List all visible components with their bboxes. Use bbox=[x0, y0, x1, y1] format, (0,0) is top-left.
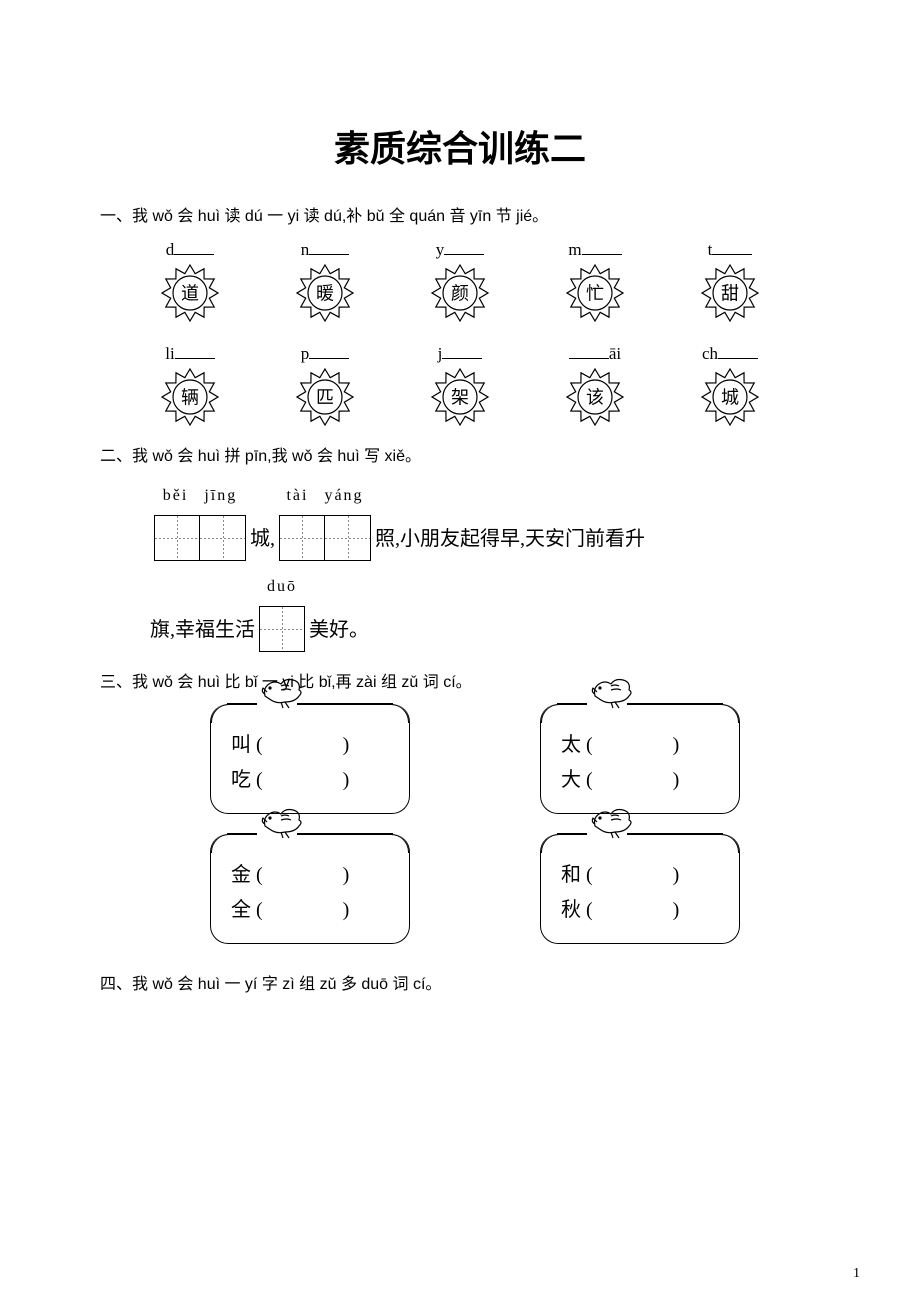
dove-icon bbox=[589, 804, 635, 842]
section-2-body: běijīng 城, tàiyáng 照,小朋友起得早,天安门前看升 旗,幸福生… bbox=[150, 478, 820, 652]
compare-line: 太 ( ) bbox=[561, 728, 739, 757]
page-number: 1 bbox=[853, 1266, 860, 1282]
pinyin-cell[interactable]: j架 bbox=[420, 342, 500, 426]
page-title: 素质综合训练二 bbox=[100, 120, 820, 172]
text-meihao: 美好。 bbox=[309, 608, 369, 652]
pinyin-prompt: li bbox=[165, 342, 214, 364]
section-1-body: d道 n暖 y颜 m忙 t甜 li 辆 p匹 j架 āi 该 ch 城 bbox=[150, 238, 820, 426]
sunburst-icon: 辆 bbox=[161, 368, 219, 426]
pinyin-cell[interactable]: p匹 bbox=[285, 342, 365, 426]
sunburst-icon: 颜 bbox=[431, 264, 489, 322]
sunburst-icon: 道 bbox=[161, 264, 219, 322]
write-box-beijing[interactable]: běijīng bbox=[154, 478, 246, 561]
write-box-taiyang[interactable]: tàiyáng bbox=[279, 478, 371, 561]
pinyin-prompt: d bbox=[166, 238, 215, 260]
section-1-heading: 一、我 wǒ 会 huì 读 dú 一 yi 读 dú,补 bǔ 全 quán … bbox=[100, 202, 820, 226]
section-4-heading: 四、我 wǒ 会 huì 一 yí 字 zì 组 zǔ 多 duō 词 cí。 bbox=[100, 970, 820, 994]
sunburst-icon: 甜 bbox=[701, 264, 759, 322]
compare-line: 全 ( ) bbox=[231, 893, 409, 922]
compare-line: 和 ( ) bbox=[561, 858, 739, 887]
compare-card[interactable]: 叫 ( ) 吃 ( ) bbox=[210, 704, 410, 814]
dove-icon bbox=[259, 804, 305, 842]
dove-icon bbox=[589, 674, 635, 712]
pinyin-prompt: p bbox=[301, 342, 350, 364]
pinyin-prompt: n bbox=[301, 238, 350, 260]
sunburst-icon: 匹 bbox=[296, 368, 354, 426]
sunburst-icon: 该 bbox=[566, 368, 624, 426]
pinyin-cell[interactable]: m忙 bbox=[555, 238, 635, 322]
pinyin-prompt: j bbox=[438, 342, 483, 364]
compare-card[interactable]: 金 ( ) 全 ( ) bbox=[210, 834, 410, 944]
compare-line: 吃 ( ) bbox=[231, 763, 409, 792]
pinyin-cell[interactable]: t甜 bbox=[690, 238, 770, 322]
pinyin-cell[interactable]: d道 bbox=[150, 238, 230, 322]
sunburst-icon: 架 bbox=[431, 368, 489, 426]
compare-card[interactable]: 太 ( ) 大 ( ) bbox=[540, 704, 740, 814]
pinyin-cell[interactable]: n暖 bbox=[285, 238, 365, 322]
compare-line: 金 ( ) bbox=[231, 858, 409, 887]
compare-card[interactable]: 和 ( ) 秋 ( ) bbox=[540, 834, 740, 944]
sunburst-icon: 暖 bbox=[296, 264, 354, 322]
pinyin-cell[interactable]: li 辆 bbox=[150, 342, 230, 426]
compare-line: 叫 ( ) bbox=[231, 728, 409, 757]
text-cheng: 城, bbox=[250, 517, 275, 561]
pinyin-cell[interactable]: ch 城 bbox=[690, 342, 770, 426]
text-zhao: 照,小朋友起得早,天安门前看升 bbox=[375, 517, 645, 561]
pinyin-prompt: t bbox=[708, 238, 753, 260]
sunburst-icon: 忙 bbox=[566, 264, 624, 322]
write-box-duo[interactable]: duō bbox=[259, 569, 305, 652]
pinyin-prompt: m bbox=[568, 238, 621, 260]
pinyin-prompt: ch bbox=[702, 342, 758, 364]
pinyin-cell[interactable]: āi 该 bbox=[555, 342, 635, 426]
section-2-heading: 二、我 wǒ 会 huì 拼 pīn,我 wǒ 会 huì 写 xiě。 bbox=[100, 442, 820, 466]
dove-icon bbox=[259, 674, 305, 712]
compare-line: 大 ( ) bbox=[561, 763, 739, 792]
section-3-heading: 三、我 wǒ 会 huì 比 bǐ 一 yi 比 bǐ,再 zài 组 zǔ 词… bbox=[100, 668, 820, 692]
pinyin-prompt: āi bbox=[569, 342, 621, 364]
sunburst-icon: 城 bbox=[701, 368, 759, 426]
compare-line: 秋 ( ) bbox=[561, 893, 739, 922]
pinyin-prompt: y bbox=[436, 238, 485, 260]
section-3-body: 叫 ( ) 吃 ( ) 太 ( ) 大 ( ) 金 ( ) 全 ( ) 和 ( ) bbox=[210, 704, 820, 944]
text-qi: 旗,幸福生活 bbox=[150, 608, 255, 652]
pinyin-cell[interactable]: y颜 bbox=[420, 238, 500, 322]
